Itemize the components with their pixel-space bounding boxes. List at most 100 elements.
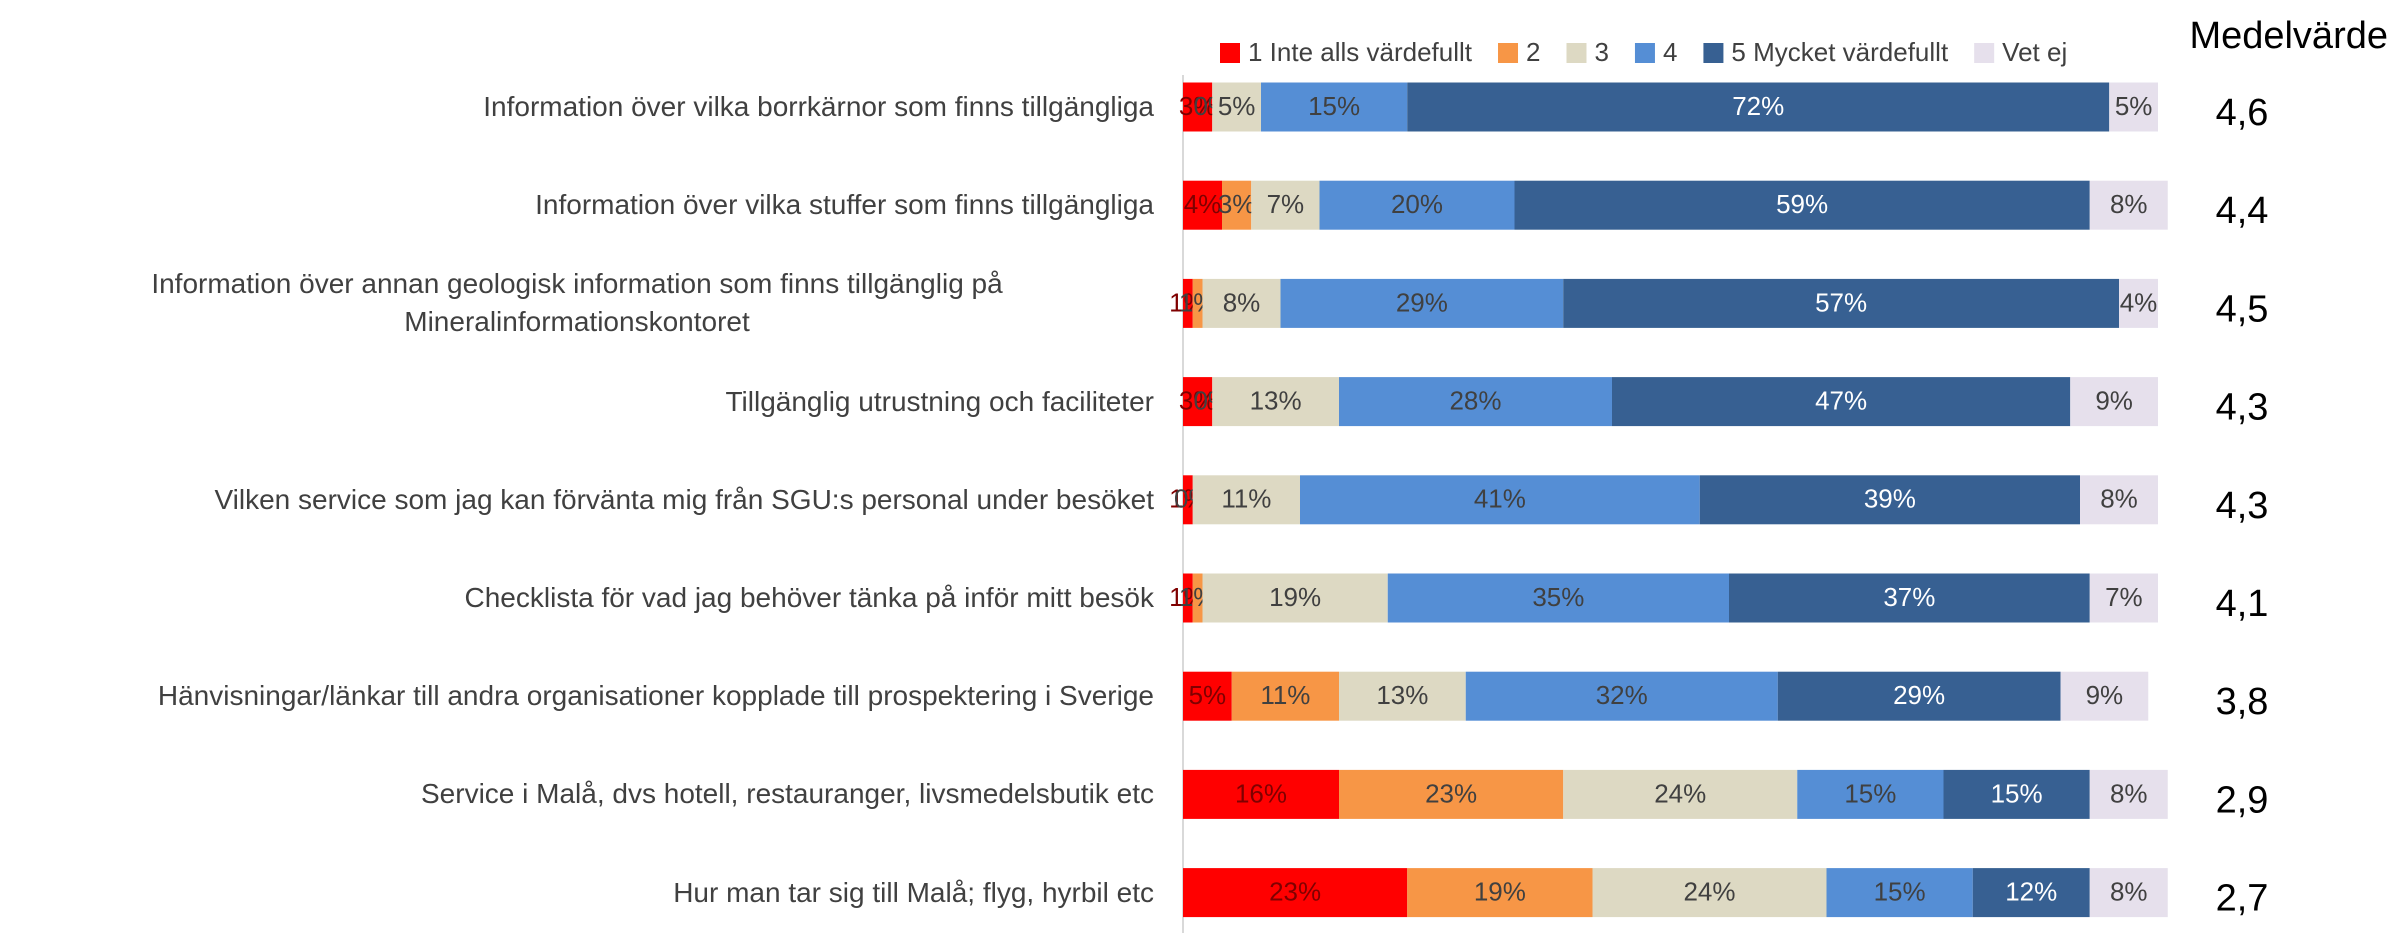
data-label: 13% (1250, 385, 1302, 415)
data-label: 15% (1991, 778, 2043, 808)
category-label-box: Vilken service som jag kan förvänta mig … (214, 451, 1154, 549)
legend-swatch (1566, 43, 1587, 63)
mean-value: 4,3 (2216, 387, 2269, 429)
category-label: Information över vilka stuffer som finns… (535, 189, 1154, 221)
data-label: 8% (2110, 876, 2148, 906)
data-label: 23% (1269, 876, 1321, 906)
data-label: 3% (1179, 91, 1217, 121)
bar-segment (1407, 868, 1593, 918)
bar-segment (1592, 868, 1827, 918)
bar-segment (1280, 278, 1564, 328)
data-label: 41% (1474, 484, 1526, 514)
category-label-box: Information över vilka stuffer som finns… (535, 156, 1154, 254)
mean-value: 4,5 (2216, 288, 2269, 330)
data-label: 15% (1874, 876, 1926, 906)
bar-segment (1797, 769, 1944, 819)
legend-label: Vet ej (2002, 37, 2067, 67)
bar-segment (2089, 180, 2168, 230)
means-title: Medelvärde (2189, 15, 2388, 57)
bar-segment (1192, 278, 1203, 328)
bar-segment (2089, 573, 2158, 623)
data-label: 5% (1218, 91, 1256, 121)
bar-segment (1212, 82, 1261, 132)
data-label: 7% (2105, 582, 2143, 612)
bar-segment (1300, 475, 1700, 525)
category-label: Information över annan geologisk informa… (151, 268, 1003, 338)
data-label: 4% (1184, 189, 1222, 219)
bar-segment (1943, 769, 2090, 819)
data-label: 35% (1532, 582, 1584, 612)
data-label: 9% (2095, 385, 2133, 415)
data-label: 11% (1260, 680, 1310, 710)
bar-segment (1826, 868, 1973, 918)
bar-segment (1183, 868, 1408, 918)
data-label: 16% (1235, 778, 1287, 808)
legend-label: 2 (1526, 37, 1540, 67)
data-label: 8% (2110, 778, 2148, 808)
bar-segment (1212, 377, 1339, 427)
bar-segment (1339, 769, 1564, 819)
legend-swatch (1634, 43, 1655, 63)
legend-label: 1 Inte alls värdefullt (1248, 37, 1473, 67)
bar-segment (1563, 769, 1798, 819)
data-label: 19% (1269, 582, 1321, 612)
bar-segment (1261, 82, 1408, 132)
data-label: 9% (2086, 680, 2124, 710)
bar-segment (1183, 377, 1213, 427)
data-label: 19% (1474, 876, 1526, 906)
bar-segment (1387, 573, 1729, 623)
data-label: 3% (1179, 385, 1217, 415)
bar-segment (2060, 671, 2149, 721)
bar-segment (1777, 671, 2061, 721)
data-label: 5% (2115, 91, 2153, 121)
data-label: 8% (2100, 484, 2138, 514)
data-label: 23% (1425, 778, 1477, 808)
data-label: 5% (1189, 680, 1227, 710)
category-label: Hur man tar sig till Malå; flyg, hyrbil … (673, 876, 1154, 908)
bar-segment (1192, 573, 1203, 623)
category-label: Checklista för vad jag behöver tänka på … (464, 582, 1154, 613)
data-label: 28% (1449, 385, 1501, 415)
category-label-box: Checklista för vad jag behöver tänka på … (465, 549, 1154, 647)
data-label: 24% (1654, 778, 1706, 808)
mean-value: 4,6 (2216, 92, 2269, 134)
data-label: 15% (1844, 778, 1896, 808)
data-label: 12% (2005, 876, 2057, 906)
category-label-box: Service i Malå, dvs hotell, restauranger… (421, 745, 1154, 843)
bar-segment (2089, 868, 2168, 918)
bar-segment (1612, 377, 2071, 427)
category-label: Information över vilka borrkärnor som fi… (483, 91, 1154, 122)
mean-value: 4,3 (2216, 485, 2269, 527)
bar-segment (1183, 82, 1213, 132)
legend-label: 5 Mycket värdefullt (1731, 37, 1949, 67)
mean-value: 4,4 (2216, 190, 2269, 232)
mean-value: 2,7 (2216, 878, 2269, 920)
bar-segment (1183, 475, 1193, 525)
category-label-box: Tillgänglig utrustning och faciliteter (725, 353, 1154, 451)
legend-swatch (1974, 43, 1995, 63)
data-label: 37% (1883, 582, 1935, 612)
bar-segment (2119, 278, 2158, 328)
data-label: 57% (1815, 287, 1867, 317)
category-label: Hänvisningar/länkar till andra organisat… (157, 680, 1154, 712)
bar-segment (1514, 180, 2090, 230)
data-label: 8% (2110, 189, 2148, 219)
data-label: 7% (1267, 189, 1305, 219)
data-label: 15% (1308, 91, 1360, 121)
bar-segment (1465, 671, 1778, 721)
mean-value: 3,8 (2216, 681, 2269, 723)
category-label-box: Hur man tar sig till Malå; flyg, hyrbil … (673, 844, 1154, 933)
bar-segment (1202, 573, 1388, 623)
bar-segment (1699, 475, 2080, 525)
data-label: 72% (1732, 91, 1784, 121)
data-label: 11% (1221, 484, 1271, 514)
data-label: 24% (1683, 876, 1735, 906)
bar-segment (1407, 82, 2110, 132)
data-label: 3% (1218, 189, 1256, 219)
bar-segment (2070, 377, 2158, 427)
bar-segment (1183, 180, 1222, 230)
bar-segment (1231, 671, 1339, 721)
legend-label: 3 (1594, 37, 1608, 67)
